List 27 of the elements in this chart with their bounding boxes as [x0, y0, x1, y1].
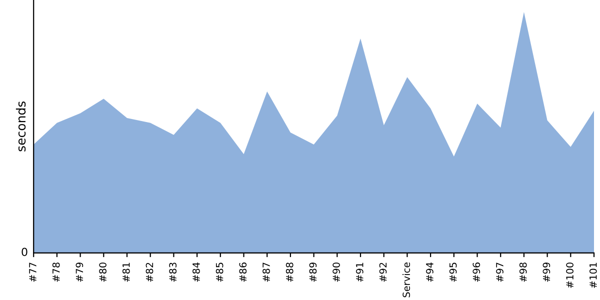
- x-tick-label: #88: [286, 262, 294, 282]
- x-tick-label: #85: [216, 262, 224, 282]
- x-tick-label: #81: [122, 262, 130, 282]
- x-tick-label: #83: [169, 262, 177, 282]
- x-tick-label: #101: [589, 262, 597, 288]
- x-tick-label: #98: [519, 262, 527, 282]
- text: 0: [22, 248, 28, 256]
- x-tick-label: #99: [542, 262, 550, 282]
- x-tick-label: #79: [76, 262, 84, 282]
- x-tick-label: #95: [449, 262, 457, 282]
- x-tick-label: #84: [192, 262, 200, 282]
- x-tick-label: #97: [496, 262, 504, 282]
- x-tick-label: #89: [309, 262, 317, 282]
- x-tick-label: #78: [52, 262, 60, 282]
- x-tick-label: #96: [472, 262, 480, 282]
- x-tick-label: #77: [29, 262, 36, 282]
- y-axis-title: seconds: [16, 102, 26, 152]
- x-tick-label: #90: [332, 262, 340, 282]
- x-tick-label: #91: [356, 262, 364, 282]
- x-tick-label: #94: [426, 262, 434, 282]
- x-tick-label: #100: [566, 262, 574, 288]
- x-tick-label: #87: [262, 262, 270, 282]
- x-tick-label: #86: [239, 262, 247, 282]
- x-tick-label: #92: [379, 262, 387, 282]
- x-tick-label: Service: [402, 262, 410, 298]
- x-tick-label: #80: [99, 262, 106, 282]
- x-tick-label: #82: [146, 262, 154, 282]
